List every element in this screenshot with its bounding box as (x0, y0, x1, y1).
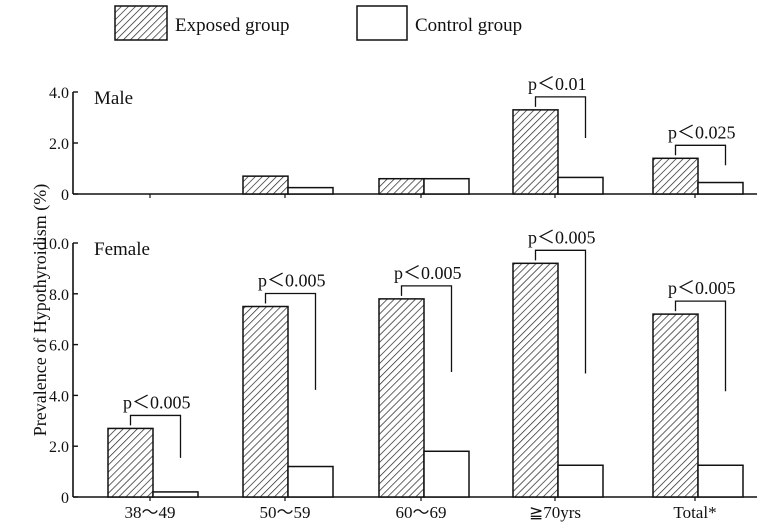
female-significance-bracket (674, 300, 727, 392)
male-y-tick-label: 4.0 (49, 85, 69, 102)
female-significance-label: p＜0.005 (394, 263, 462, 283)
female-significance-bracket (400, 285, 453, 372)
male-significance-label: p＜0.01 (528, 74, 587, 94)
female-significance-label: p＜0.005 (123, 392, 191, 412)
female-bar-exposed (378, 298, 425, 498)
female-bar-control (287, 465, 334, 498)
legend-swatch-control (356, 5, 408, 41)
female-y-tick-label: 4.0 (49, 388, 69, 405)
female-bar-exposed (107, 427, 154, 498)
female-panel-label: Female (94, 239, 150, 260)
male-significance-bracket (534, 96, 587, 138)
female-bar-exposed (512, 262, 559, 498)
male-y-tick-label: 0 (61, 187, 69, 204)
male-bar-exposed (378, 177, 425, 195)
female-bar-control (697, 464, 744, 498)
male-bar-control (557, 176, 604, 195)
legend: Exposed group Control group (114, 5, 522, 41)
male-bar-control (287, 186, 334, 195)
x-tick-label: Total* (673, 503, 716, 522)
male-y-tick-label: 2.0 (49, 136, 69, 153)
male-significance-bracket (674, 144, 727, 166)
legend-label-exposed: Exposed group (175, 15, 290, 36)
male-bar-control (697, 181, 744, 195)
female-bar-exposed (242, 305, 289, 498)
legend-label-control: Control group (415, 15, 522, 36)
male-panel-label: Male (94, 88, 133, 109)
male-bar-control (423, 177, 470, 195)
x-tick-label: 50～59 (260, 503, 311, 522)
y-axis-label: Prevalence of Hypothyroidism (%) (30, 184, 51, 436)
female-significance-bracket (264, 292, 317, 390)
x-tick-label: 60～69 (396, 503, 447, 522)
female-y-tick-label: 2.0 (49, 439, 69, 456)
x-tick-label: ≧70yrs (529, 503, 581, 522)
male-bar-exposed (242, 175, 289, 195)
female-bar-control (423, 450, 470, 498)
male-bar-exposed (652, 157, 699, 195)
male-panel: 0 2.0 4.0 Male p＜0.01 p＜0.025 (49, 74, 757, 204)
female-y-tick-label: 6.0 (49, 338, 69, 355)
female-significance-bracket (534, 249, 587, 374)
female-significance-label: p＜0.005 (258, 271, 326, 291)
female-significance-bracket (129, 414, 182, 458)
male-significance-label: p＜0.025 (668, 122, 736, 142)
female-y-tick-label: 0 (61, 490, 69, 507)
female-y-tick-label: 8.0 (49, 287, 69, 304)
female-y-tick-label: 10.0 (41, 236, 69, 253)
x-tick-label: 38～49 (125, 503, 176, 522)
female-panel: 0 2.0 4.0 6.0 8.0 10.0 Female p＜0.005 p＜0.005 p＜0… (41, 227, 757, 522)
male-bar-exposed (512, 109, 559, 195)
female-bar-control (152, 491, 199, 498)
female-significance-label: p＜0.005 (528, 227, 596, 247)
legend-swatch-exposed (114, 5, 168, 41)
female-bar-exposed (652, 313, 699, 498)
female-bar-control (557, 464, 604, 498)
female-significance-label: p＜0.005 (668, 278, 736, 298)
